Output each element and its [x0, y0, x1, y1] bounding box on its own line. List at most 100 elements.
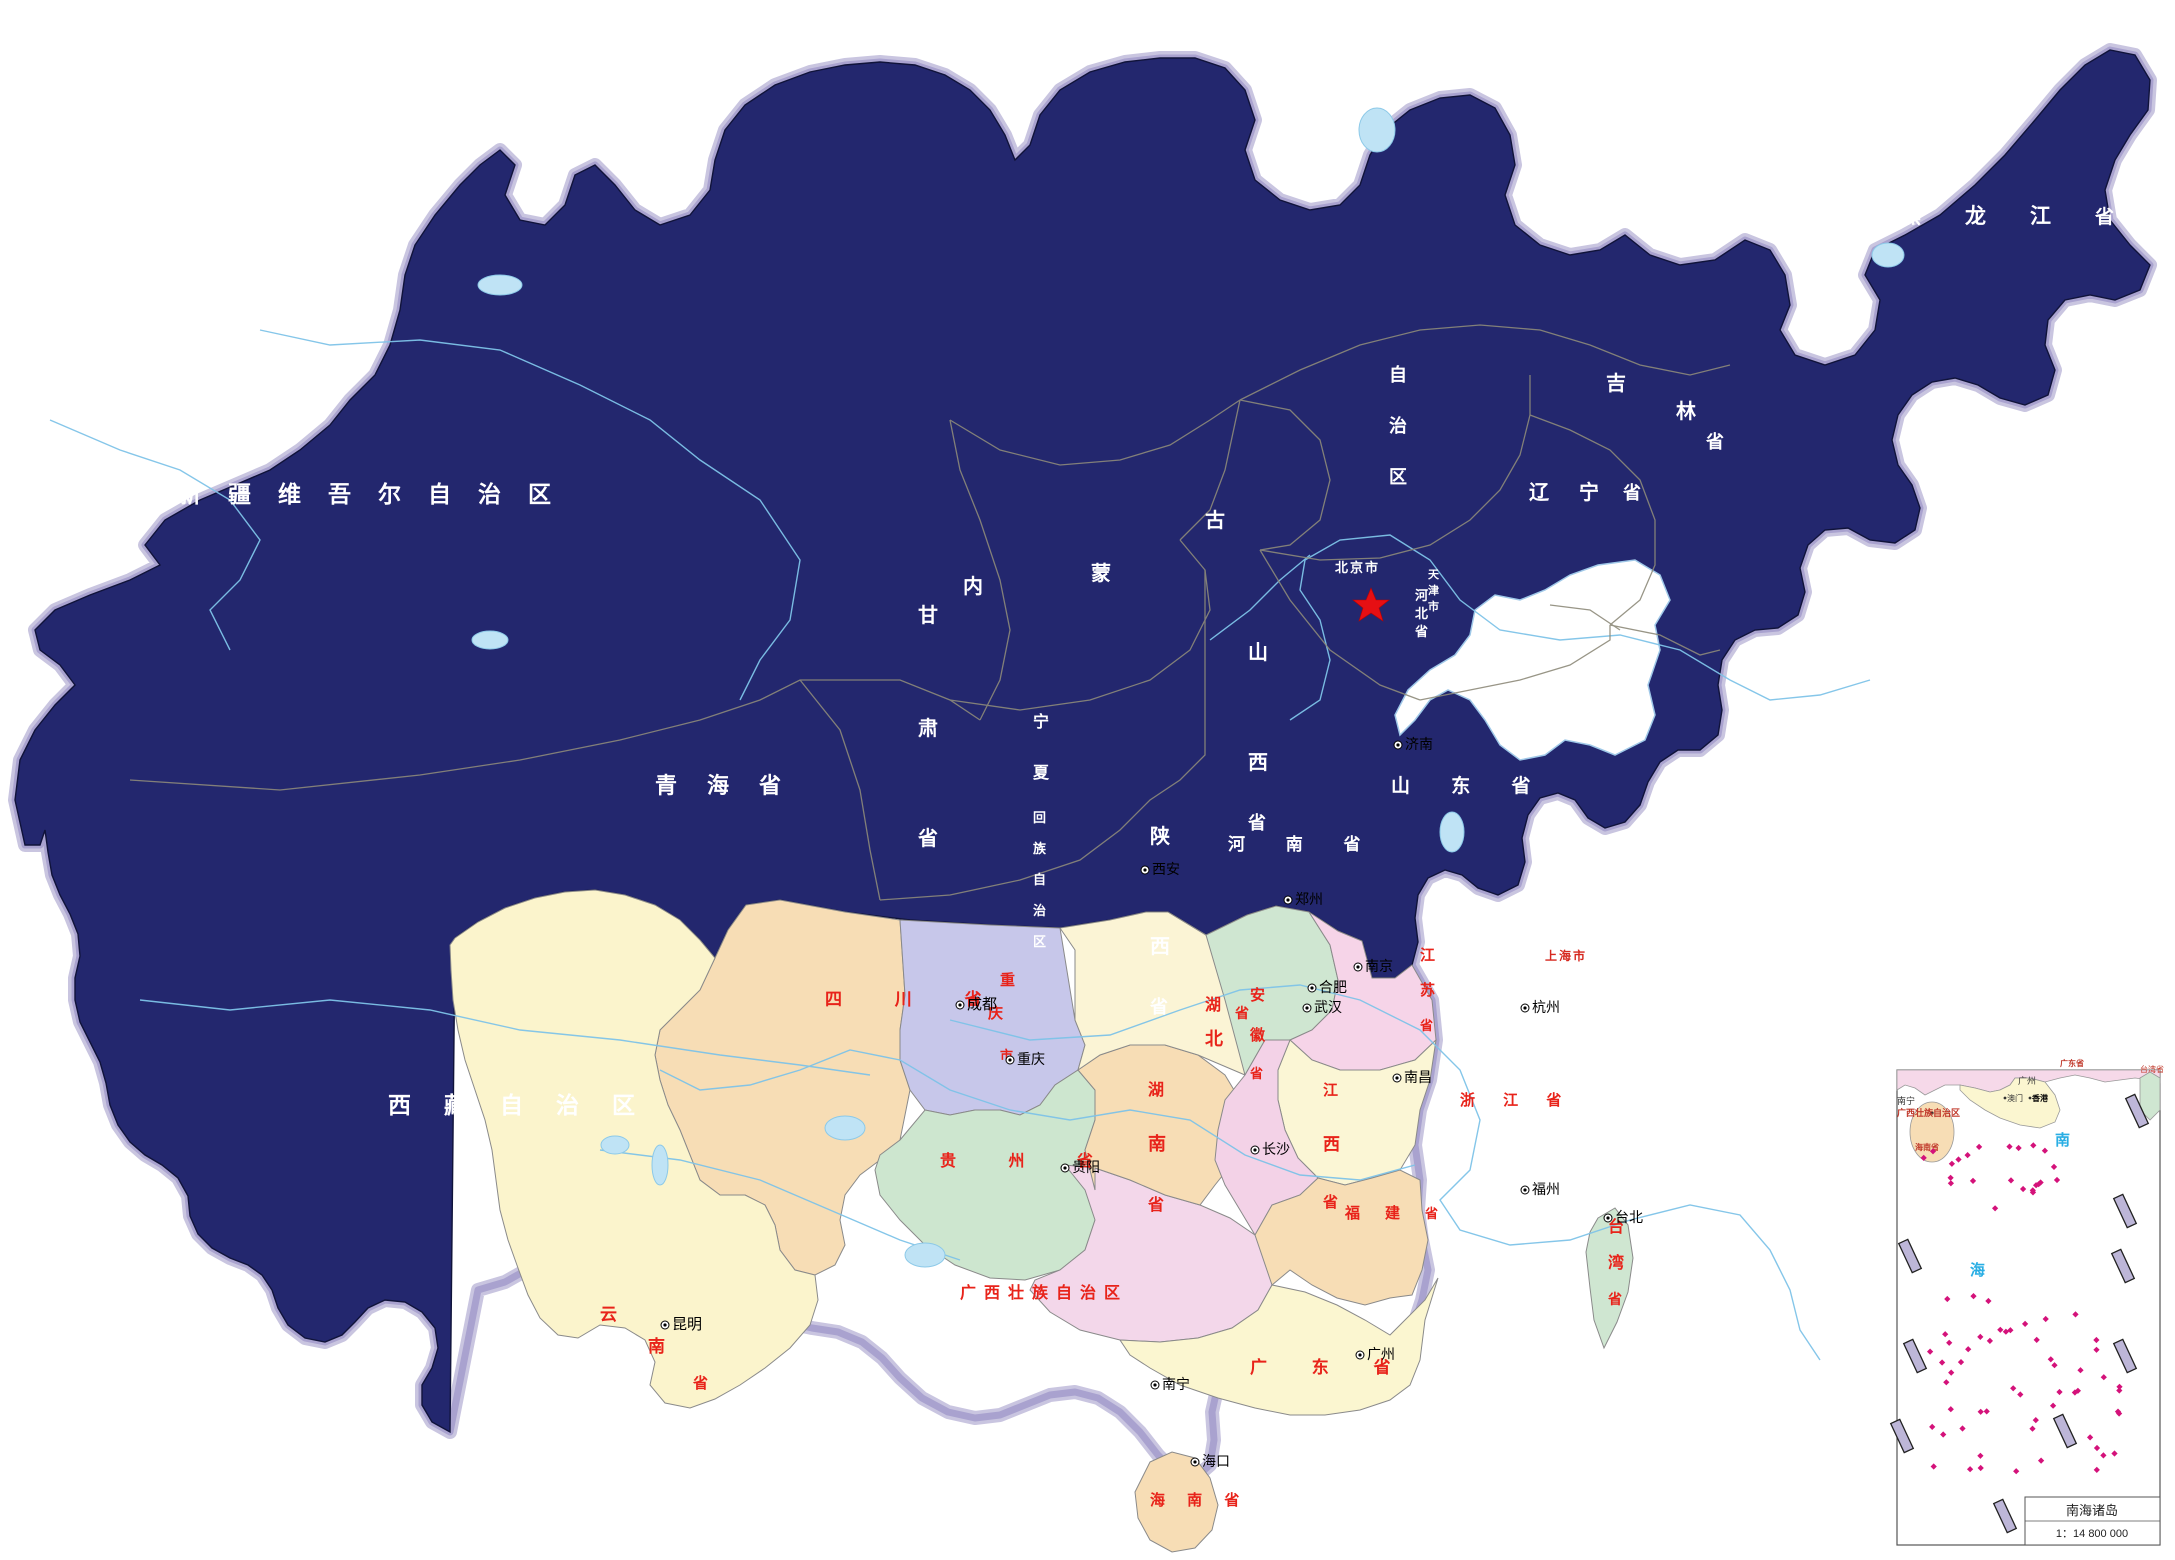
svg-text:北: 北 — [1205, 1029, 1223, 1049]
svg-text:上海市: 上海市 — [1545, 948, 1587, 963]
svg-text:区: 区 — [1033, 934, 1046, 949]
svg-text:北: 北 — [1415, 606, 1428, 621]
svg-text:宁: 宁 — [1579, 480, 1599, 504]
svg-text:宁: 宁 — [1033, 712, 1049, 731]
svg-text:长沙: 长沙 — [1262, 1141, 1290, 1157]
svg-text:西藏自治区: 西藏自治区 — [388, 1092, 668, 1118]
svg-text:省: 省 — [692, 1374, 708, 1392]
svg-text:广西壮族自治区: 广西壮族自治区 — [1897, 1107, 1960, 1118]
svg-text:济南: 济南 — [1405, 736, 1433, 752]
svg-text:徽: 徽 — [1249, 1026, 1266, 1044]
svg-text:区: 区 — [1389, 467, 1407, 487]
svg-text:南京: 南京 — [1365, 958, 1393, 974]
svg-text:武汉: 武汉 — [1314, 999, 1342, 1015]
svg-text:南昌: 南昌 — [1404, 1069, 1432, 1085]
svg-text:香港: 香港 — [2031, 1093, 2049, 1103]
svg-text:省: 省 — [1607, 1291, 1622, 1307]
svg-text:回: 回 — [1033, 810, 1046, 825]
svg-text:海 南 省: 海 南 省 — [1150, 1491, 1248, 1509]
svg-text:省: 省 — [1322, 1193, 1338, 1211]
svg-text:黑: 黑 — [1900, 205, 1921, 228]
svg-text:广西壮族自治区: 广西壮族自治区 — [960, 1283, 1128, 1302]
svg-text:省: 省 — [1414, 624, 1428, 639]
svg-text:广州: 广州 — [2018, 1075, 2036, 1086]
svg-text:省: 省 — [1424, 1206, 1438, 1221]
svg-text:湖: 湖 — [1148, 1081, 1164, 1099]
svg-text:福: 福 — [1344, 1204, 1360, 1222]
svg-text:省: 省 — [1149, 996, 1168, 1017]
svg-text:西: 西 — [1248, 752, 1268, 774]
svg-text:海口: 海口 — [1202, 1453, 1230, 1469]
svg-text:省: 省 — [1249, 1066, 1263, 1081]
svg-text:辽: 辽 — [1529, 481, 1550, 504]
svg-text:南海诸岛: 南海诸岛 — [2066, 1503, 2118, 1518]
svg-text:台北: 台北 — [1615, 1209, 1643, 1225]
svg-text:省: 省 — [1705, 431, 1724, 452]
svg-text:西安: 西安 — [1152, 861, 1180, 877]
svg-text:南: 南 — [2055, 1131, 2070, 1149]
svg-text:杭州: 杭州 — [1532, 999, 1560, 1015]
svg-text:河 南 省: 河 南 省 — [1228, 834, 1378, 854]
svg-text:海南省: 海南省 — [1915, 1142, 1939, 1152]
svg-text:南: 南 — [1148, 1133, 1166, 1154]
svg-text:广州: 广州 — [1367, 1346, 1395, 1362]
svg-text:河: 河 — [1415, 588, 1428, 603]
svg-text:福州: 福州 — [1532, 1181, 1560, 1197]
svg-text:省: 省 — [1234, 1005, 1249, 1021]
svg-text:浙 江 省: 浙 江 省 — [1460, 1091, 1573, 1109]
svg-text:蒙: 蒙 — [1091, 562, 1111, 585]
svg-text:肃: 肃 — [918, 717, 938, 740]
svg-text:省: 省 — [917, 827, 938, 850]
svg-text:山: 山 — [1248, 641, 1268, 664]
svg-text:澳门: 澳门 — [2007, 1093, 2023, 1103]
svg-text:陕: 陕 — [1150, 824, 1170, 848]
svg-text:重: 重 — [1000, 971, 1015, 989]
svg-text:贵阳: 贵阳 — [1072, 1159, 1100, 1175]
svg-text:天: 天 — [1428, 568, 1440, 581]
svg-text:古: 古 — [1205, 508, 1225, 532]
svg-text:成都: 成都 — [967, 996, 997, 1013]
svg-text:江: 江 — [2030, 205, 2051, 228]
svg-text:龙: 龙 — [1965, 204, 1986, 228]
svg-text:海: 海 — [1970, 1261, 1985, 1279]
svg-text:津: 津 — [1428, 583, 1439, 597]
svg-text:市: 市 — [1428, 599, 1439, 613]
svg-text:山 东 省: 山 东 省 — [1391, 774, 1549, 797]
svg-text:治: 治 — [1389, 415, 1407, 436]
svg-text:重庆: 重庆 — [1017, 1051, 1045, 1067]
svg-text:建: 建 — [1385, 1204, 1401, 1222]
svg-text:安: 安 — [1250, 986, 1265, 1004]
svg-text:1：14 800 000: 1：14 800 000 — [2056, 1528, 2128, 1540]
svg-text:内: 内 — [963, 574, 983, 598]
svg-text:郑州: 郑州 — [1295, 891, 1323, 907]
svg-text:省: 省 — [1247, 812, 1266, 833]
svg-text:夏: 夏 — [1032, 764, 1050, 782]
svg-text:治: 治 — [1033, 903, 1046, 918]
svg-text:北京市: 北京市 — [1335, 560, 1380, 575]
svg-text:广东省: 广东省 — [2060, 1058, 2084, 1068]
svg-text:省: 省 — [2094, 206, 2114, 228]
svg-text:湖: 湖 — [1205, 996, 1221, 1014]
svg-text:自: 自 — [1389, 364, 1407, 385]
svg-text:省: 省 — [1147, 1195, 1164, 1214]
svg-text:族: 族 — [1033, 841, 1047, 856]
svg-text:苏: 苏 — [1420, 981, 1435, 999]
svg-text:青海省: 青海省 — [655, 773, 811, 798]
svg-text:新疆维吾尔自治区: 新疆维吾尔自治区 — [178, 481, 578, 507]
svg-text:西: 西 — [1150, 936, 1170, 958]
svg-text:江: 江 — [1323, 1081, 1338, 1099]
svg-text:南宁: 南宁 — [1162, 1376, 1190, 1392]
svg-text:甘: 甘 — [918, 604, 938, 627]
svg-text:湾: 湾 — [1608, 1253, 1624, 1272]
svg-text:云: 云 — [600, 1305, 617, 1324]
svg-text:西: 西 — [1323, 1135, 1340, 1154]
svg-text:合肥: 合肥 — [1319, 979, 1347, 995]
svg-text:自: 自 — [1033, 872, 1046, 887]
svg-text:江: 江 — [1420, 946, 1435, 964]
svg-text:林: 林 — [1676, 399, 1696, 423]
svg-text:南宁: 南宁 — [1897, 1095, 1915, 1106]
svg-text:昆明: 昆明 — [672, 1316, 702, 1333]
svg-text:南: 南 — [648, 1336, 665, 1356]
svg-text:吉: 吉 — [1606, 372, 1626, 395]
svg-text:省: 省 — [1622, 482, 1641, 503]
